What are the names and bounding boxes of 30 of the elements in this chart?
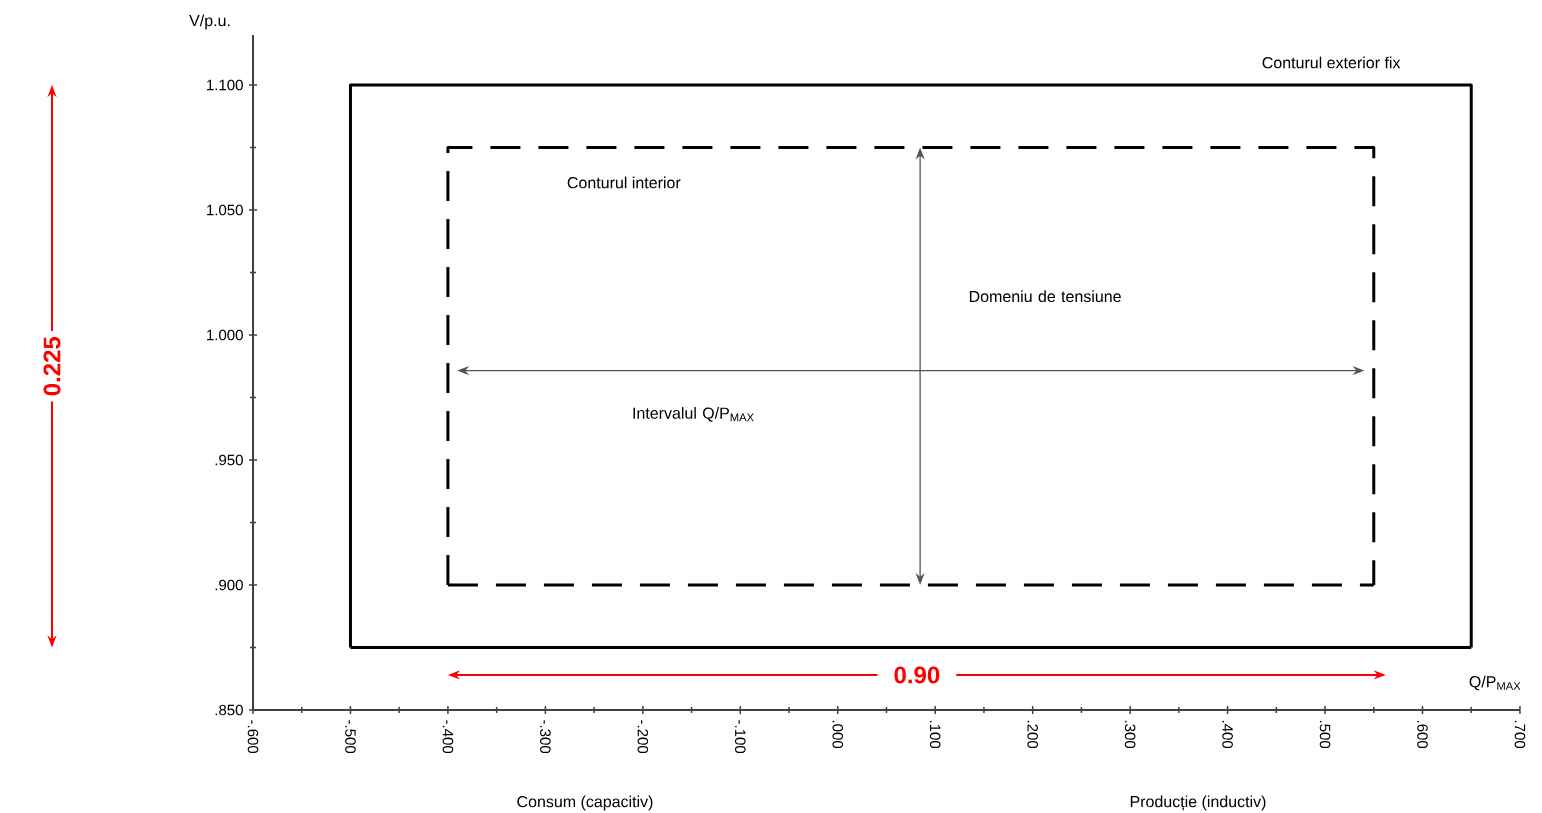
text: Consum (capacitiv) bbox=[517, 795, 653, 811]
x-tick-label: .300 bbox=[1124, 720, 1136, 749]
y-axis-title: V/p.u. bbox=[189, 14, 230, 30]
x-tick-label: .200 bbox=[1027, 720, 1038, 749]
y-tick-label: 1.050 bbox=[207, 204, 243, 216]
annotation: Conturul exterior fix bbox=[1262, 56, 1401, 69]
x-tick-label: .400 bbox=[1222, 720, 1233, 749]
x-tick-label: -.600 bbox=[247, 720, 259, 754]
text: 0.225 bbox=[43, 336, 61, 396]
text: Producție (inductiv) bbox=[1130, 795, 1266, 811]
x-tick-label: -.500 bbox=[345, 720, 356, 754]
x-tick-label: .600 bbox=[1417, 720, 1428, 749]
annotation: Domeniu de tensiune bbox=[969, 290, 1121, 303]
annotation: Conturul interior bbox=[567, 176, 681, 189]
x-tick-label: -.200 bbox=[637, 720, 649, 754]
x-tick-label: -.400 bbox=[442, 720, 454, 754]
x-tick-label: -.300 bbox=[540, 720, 551, 754]
annotation: Intervalul Q/P$_{MAX}$ bbox=[633, 407, 754, 422]
y-tick-label: .900 bbox=[215, 579, 243, 591]
x-tick-label: .100 bbox=[929, 720, 941, 749]
y-tick-label: .850 bbox=[215, 704, 243, 716]
x-tick-label: .000 bbox=[832, 720, 844, 749]
x-tick-label: -.100 bbox=[734, 720, 746, 754]
y-tick-label: 1.000 bbox=[207, 329, 243, 341]
x-tick-label: .500 bbox=[1319, 720, 1331, 749]
y-tick-label: 1.100 bbox=[207, 79, 243, 91]
x-tick-label: .700 bbox=[1514, 720, 1526, 749]
y-tick-label: .950 bbox=[215, 454, 243, 466]
x-axis-title: Q/P$_{MAX}$ bbox=[1469, 675, 1521, 691]
annotation: 0.90 bbox=[894, 666, 940, 684]
